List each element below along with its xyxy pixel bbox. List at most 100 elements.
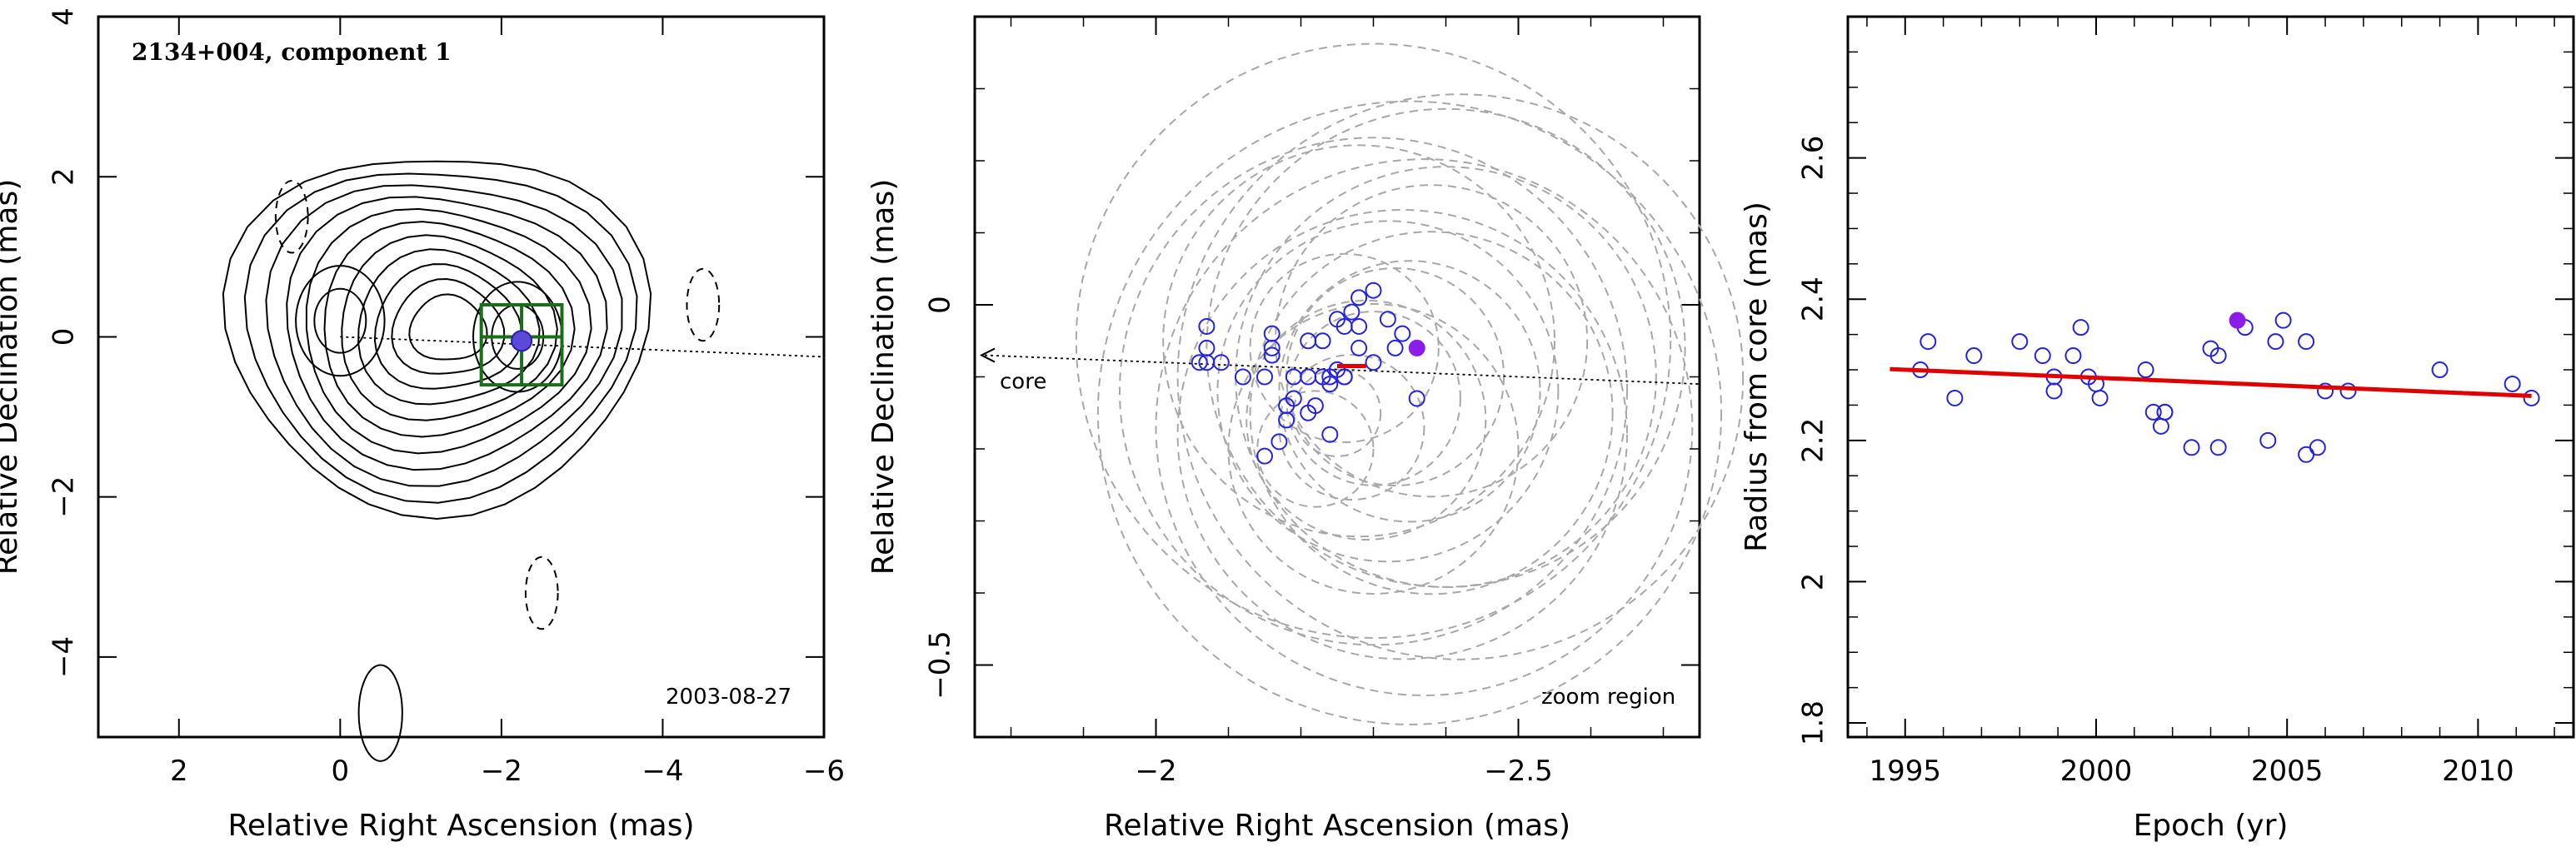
data-point: [1946, 389, 1964, 406]
peak-contour: [295, 265, 386, 377]
data-point: [1300, 368, 1317, 386]
data-point: [2137, 361, 2154, 379]
x-axis-label: Relative Right Ascension (mas): [227, 809, 694, 843]
x-tick-label: 2005: [2251, 755, 2324, 788]
data-point: [2209, 347, 2227, 365]
data-point: [1965, 347, 1983, 365]
data-point: [2274, 311, 2292, 329]
data-point: [1321, 426, 1339, 443]
y-tick-label: 1.8: [1797, 700, 1830, 745]
lower-contour: [357, 664, 403, 762]
x-tick-label: 0: [332, 755, 350, 788]
x-tick-label: −6: [803, 755, 845, 788]
data-point: [1394, 325, 1411, 342]
data-point: [1278, 411, 1295, 429]
error-circle: [1249, 252, 1440, 443]
data-point: [2298, 333, 2315, 351]
error-circle: [1235, 166, 1657, 588]
x-tick-label: −4: [642, 755, 683, 788]
contour-line: [391, 277, 506, 375]
plot-frame: [97, 15, 826, 739]
data-point: [1408, 390, 1425, 407]
error-circle: [1206, 107, 1686, 588]
y-tick-label: −2: [47, 476, 81, 518]
data-point: [2267, 333, 2284, 351]
error-circle: [1249, 231, 1614, 595]
data-point: [2072, 319, 2089, 336]
data-point: [2309, 439, 2326, 456]
data-point: [2034, 347, 2051, 365]
data-point: [1335, 368, 1353, 386]
y-tick-label: 2: [47, 167, 81, 186]
highlight-point: [1408, 339, 1425, 356]
x-tick-label: 2000: [2060, 755, 2133, 788]
data-point: [2091, 389, 2109, 406]
error-circle: [1119, 137, 1628, 646]
y-tick-label: −0.5: [924, 630, 957, 700]
error-circle: [1096, 100, 1723, 725]
contour-line: [305, 207, 592, 455]
contour-line: [222, 160, 652, 521]
data-point: [1386, 339, 1404, 356]
epoch-label: 2003-08-27: [666, 685, 791, 710]
x-tick-label: 2010: [2442, 755, 2514, 788]
error-circle: [1176, 93, 1745, 660]
data-point: [1321, 376, 1339, 393]
contour-line: [373, 263, 523, 390]
y-tick-label: 4: [47, 7, 81, 26]
x-tick-label: 1995: [1869, 755, 1941, 788]
x-axis-label: Relative Right Ascension (mas): [1104, 809, 1570, 843]
contour-line: [357, 248, 541, 406]
error-circle: [1246, 299, 1487, 541]
contour-line: [323, 221, 576, 438]
data-point: [1285, 368, 1302, 386]
error-circle: [1278, 354, 1425, 501]
error-circle: [1176, 209, 1629, 660]
data-point: [1256, 447, 1273, 465]
data-point: [2209, 439, 2227, 456]
contour-line: [286, 196, 608, 471]
y-tick-label: 2: [1797, 573, 1830, 591]
error-circle: [1292, 368, 1382, 457]
data-point: [1256, 368, 1273, 386]
y-tick-label: 2.4: [1797, 277, 1830, 321]
data-point: [2156, 403, 2174, 421]
core-arrowhead: [979, 347, 996, 363]
panel-contour-map: 2134+004, component 1 2003-08-27 Relativ…: [0, 7, 845, 843]
fit-line: [1890, 366, 2532, 398]
data-point: [1234, 368, 1251, 386]
error-circle: [1278, 260, 1541, 523]
core-label: core: [1000, 370, 1046, 395]
data-point: [1300, 332, 1317, 350]
data-point: [2152, 417, 2169, 435]
data-point: [2431, 361, 2449, 379]
panel-radius-vs-epoch: Epoch (yr) Radius from core (mas) 1995 20…: [1740, 15, 2575, 843]
data-point: [2183, 439, 2200, 456]
error-circle: [1162, 144, 1555, 538]
negative-contour: [524, 556, 559, 630]
highlight-point: [2229, 311, 2246, 329]
error-circle: [1256, 390, 1375, 508]
data-point: [1263, 339, 1281, 356]
data-point: [1271, 433, 1288, 451]
data-point: [2259, 431, 2277, 449]
data-point: [1350, 317, 1368, 335]
negative-contour: [686, 267, 721, 342]
x-tick-label: 2: [170, 755, 188, 788]
contour-line: [341, 234, 558, 421]
component-marker: [511, 330, 533, 352]
y-tick-label: 2.6: [1797, 136, 1830, 181]
y-tick-label: −4: [47, 636, 81, 678]
data-point: [1379, 311, 1396, 328]
data-point: [1314, 332, 1331, 350]
data-point: [1350, 289, 1368, 306]
y-tick-label: 2.2: [1797, 418, 1830, 463]
data-point: [2339, 382, 2357, 400]
error-circle: [1227, 303, 1520, 595]
map-title: 2134+004, component 1: [132, 38, 452, 66]
data-point: [2011, 333, 2029, 351]
negative-contour: [274, 180, 309, 254]
panel-zoom-region: zoom region core Relative Right Ascensio…: [866, 15, 1745, 843]
data-point: [1212, 354, 1230, 371]
data-point: [2504, 375, 2521, 392]
